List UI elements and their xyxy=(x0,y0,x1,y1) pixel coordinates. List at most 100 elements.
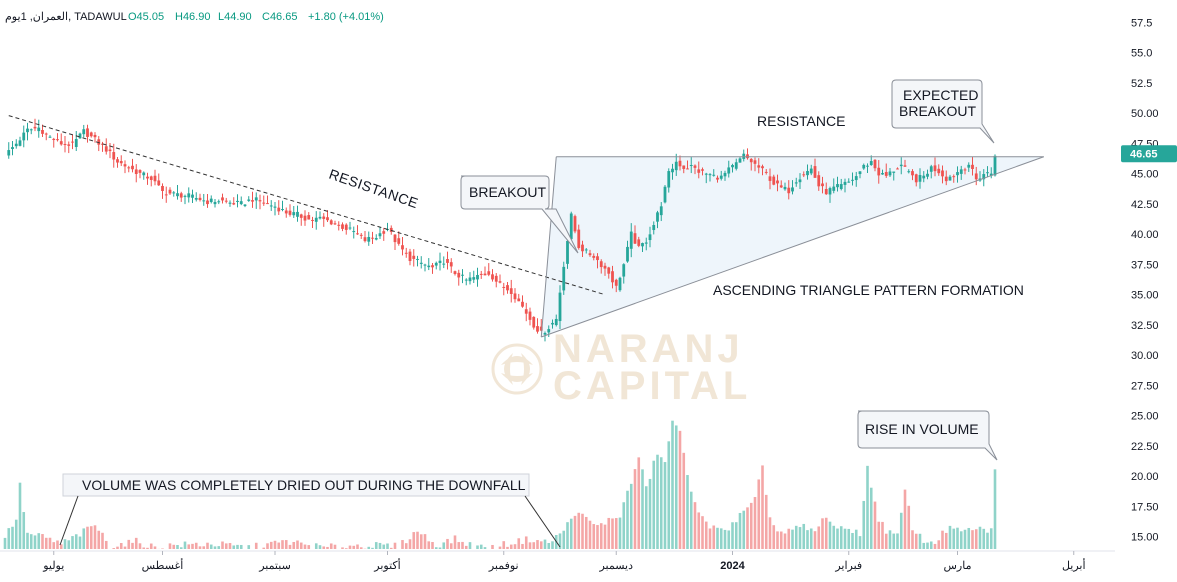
volume-bar xyxy=(517,538,520,549)
volume-bar xyxy=(634,469,637,549)
candle-body xyxy=(821,183,824,186)
volume-bar xyxy=(780,532,783,549)
volume-bar xyxy=(795,526,798,549)
volume-bar xyxy=(390,548,393,549)
volume-bar xyxy=(982,529,985,549)
candle-body xyxy=(964,169,967,170)
volume-bar xyxy=(862,501,865,549)
volume-bar xyxy=(964,530,967,549)
candle-body xyxy=(244,205,247,207)
volume-bar xyxy=(607,518,610,549)
volume-bar xyxy=(765,495,768,549)
candle-body xyxy=(154,176,157,182)
candle-body xyxy=(870,161,873,165)
candle-body xyxy=(634,233,637,243)
time-tick-label: مارس xyxy=(944,560,972,572)
candle-body xyxy=(847,182,850,183)
candle-body xyxy=(229,203,232,204)
volume-bar xyxy=(585,517,588,549)
triangle-pattern-label: ASCENDING TRIANGLE PATTERN FORMATION xyxy=(713,282,1024,298)
volume-bar xyxy=(101,533,104,549)
candle-body xyxy=(472,277,475,280)
candle-body xyxy=(120,161,123,163)
volume-bar xyxy=(382,545,385,549)
volume-bar xyxy=(371,548,374,549)
candle-body xyxy=(611,271,614,282)
volume-bar xyxy=(952,529,955,549)
volume-bar xyxy=(7,528,10,549)
volume-bar xyxy=(986,533,989,549)
volume-bar xyxy=(735,522,738,549)
volume-bar xyxy=(769,517,772,549)
price-tick-label: 25.00 xyxy=(1131,411,1159,423)
candle-body xyxy=(135,169,138,174)
candle-body xyxy=(697,169,700,172)
volume-bar xyxy=(855,530,858,549)
candle-body xyxy=(409,252,412,261)
candle-body xyxy=(169,190,172,194)
candle-body xyxy=(945,177,948,181)
candle-body xyxy=(382,231,385,234)
volume-bar xyxy=(124,547,127,549)
candle-body xyxy=(491,274,494,279)
volume-bar xyxy=(907,506,910,549)
candle-body xyxy=(941,171,944,177)
candle-body xyxy=(274,207,277,208)
candle-body xyxy=(712,175,715,176)
candle-body xyxy=(349,228,352,229)
volume-bar xyxy=(686,475,689,549)
price-tick-label: 55.0 xyxy=(1131,48,1152,60)
candle-body xyxy=(862,165,865,169)
candle-body xyxy=(195,198,198,200)
candle-body xyxy=(161,186,164,191)
volume-bar xyxy=(34,535,37,549)
volume-bar xyxy=(64,539,67,549)
volume-bar xyxy=(206,543,209,549)
breakout-callout-text: BREAKOUT xyxy=(469,184,546,200)
candle-body xyxy=(480,274,483,275)
volume-bar xyxy=(784,533,787,549)
volume-bar xyxy=(776,531,779,549)
candle-body xyxy=(829,188,832,194)
candle-body xyxy=(761,166,764,168)
volume-bar xyxy=(630,484,633,549)
volume-bar xyxy=(465,546,468,549)
candle-body xyxy=(626,247,629,262)
candle-body xyxy=(547,329,550,332)
candle-body xyxy=(90,132,93,136)
volume-bar xyxy=(581,514,584,549)
candle-body xyxy=(412,256,415,259)
volume-bar xyxy=(739,513,742,549)
volume-bar xyxy=(724,530,727,549)
volume-bar xyxy=(877,522,880,549)
candle-body xyxy=(49,137,52,138)
candle-body xyxy=(142,173,145,176)
candle-body xyxy=(525,309,528,313)
candle-body xyxy=(240,201,243,204)
volume-bar xyxy=(255,543,258,549)
candle-body xyxy=(146,177,149,179)
volume-bar xyxy=(979,527,982,549)
price-tick-label: 45.00 xyxy=(1131,169,1159,181)
price-tick-label: 32.50 xyxy=(1131,320,1159,332)
candle-body xyxy=(806,171,809,175)
candle-body xyxy=(45,134,48,135)
price-tick-label: 42.50 xyxy=(1131,199,1159,211)
volume-bar xyxy=(915,534,918,549)
volume-bar xyxy=(11,527,14,549)
ohlc-legend: العمران, 1يوم, TADAWUL O45.05 H46.90 L44… xyxy=(5,11,384,23)
volume-bar xyxy=(926,543,929,549)
candle-body xyxy=(446,259,449,263)
volume-bar xyxy=(791,530,794,549)
candle-body xyxy=(41,130,44,134)
candle-body xyxy=(919,175,922,182)
candle-body xyxy=(184,196,187,197)
candle-body xyxy=(656,212,659,221)
candle-body xyxy=(926,174,929,177)
candle-body xyxy=(986,172,989,173)
candle-body xyxy=(532,317,535,328)
candle-body xyxy=(814,166,817,178)
candle-body xyxy=(735,162,738,169)
